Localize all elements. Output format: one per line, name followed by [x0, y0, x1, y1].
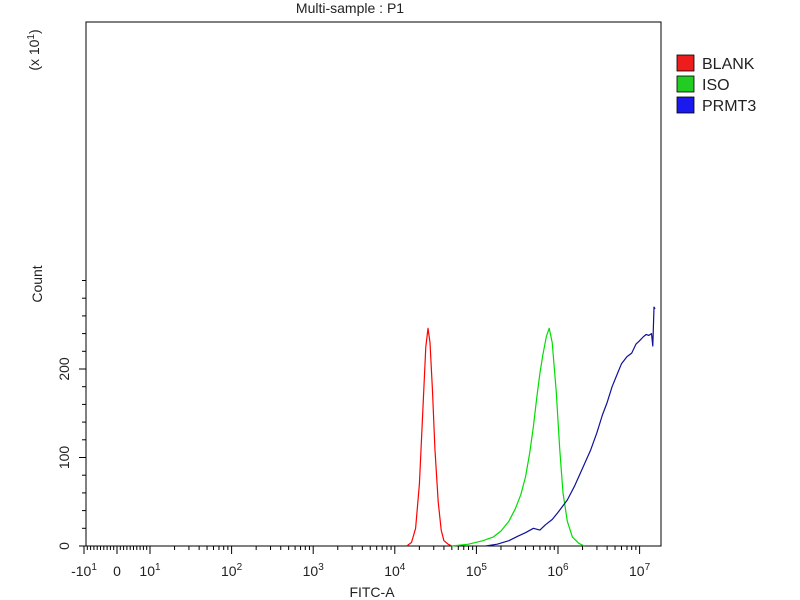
chart-title: Multi-sample : P1 — [296, 0, 404, 16]
legend-swatch-blank — [676, 54, 695, 72]
legend-label-blank: BLANK — [702, 56, 755, 73]
x-tick-label: 107 — [629, 562, 651, 579]
y-axis-ticks: 0 100 200 — [56, 280, 86, 550]
y-axis-label: Count — [29, 265, 45, 302]
plot-area — [85, 21, 662, 547]
x-tick-label: 105 — [466, 562, 488, 579]
x-tick-label: 106 — [547, 562, 569, 579]
legend-label-prmt3: PRMT3 — [702, 98, 756, 115]
legend-swatch-prmt3 — [676, 96, 695, 114]
y-multiplier-text: (x 101) — [26, 29, 42, 70]
legend-label-iso: ISO — [702, 77, 730, 94]
x-tick-label: -101 — [71, 562, 97, 579]
x-tick-label: 102 — [221, 562, 243, 579]
series-line-blank — [406, 327, 453, 547]
y-axis-multiplier: (x 101) — [26, 29, 42, 70]
x-axis-ticks: -101 0 101 102 103 104 105 106 107 — [71, 546, 651, 579]
x-tick-label: 104 — [384, 562, 406, 579]
x-axis-label: FITC-A — [349, 584, 395, 600]
legend: BLANK ISO PRMT3 — [676, 54, 756, 115]
legend-swatch-iso — [676, 75, 695, 93]
x-tick-label: 101 — [139, 562, 161, 579]
y-tick-label: 0 — [56, 542, 72, 550]
y-tick-label: 100 — [56, 446, 72, 470]
series-lines — [406, 306, 656, 547]
series-line-prmt3 — [485, 306, 656, 547]
y-tick-label: 200 — [56, 357, 72, 381]
x-tick-label: 103 — [303, 562, 325, 579]
series-line-iso — [451, 327, 585, 547]
x-tick-label: 0 — [113, 563, 121, 579]
